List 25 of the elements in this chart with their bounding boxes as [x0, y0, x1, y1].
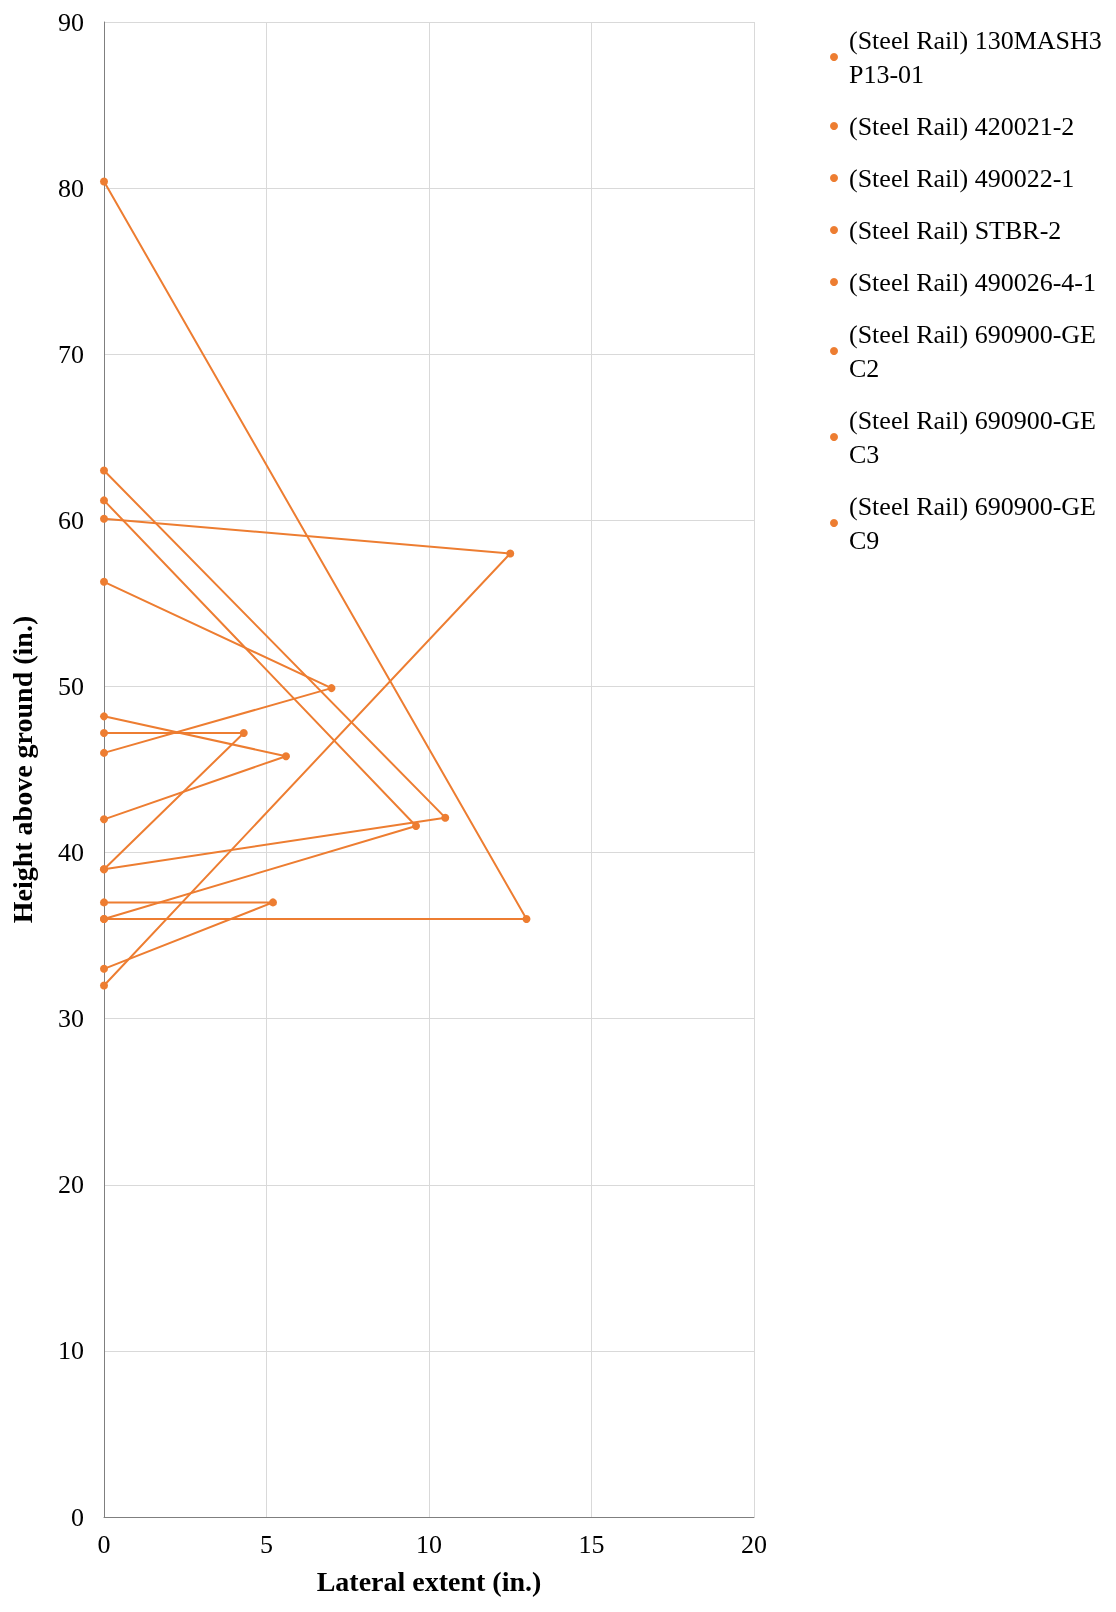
- y-tick-label: 60: [58, 505, 84, 535]
- legend-label: (Steel Rail) 690900-GEC3: [849, 405, 1096, 469]
- x-tick-label: 15: [578, 1529, 605, 1559]
- legend-label: (Steel Rail) 490022-1: [849, 163, 1075, 193]
- y-axis-title: Height above ground (in.): [6, 615, 38, 924]
- y-tick-label: 80: [58, 173, 84, 203]
- x-tick-label: 5: [260, 1529, 273, 1559]
- y-tick-label: 90: [58, 7, 84, 37]
- y-tick-label: 70: [58, 339, 84, 369]
- legend-label: (Steel Rail) 490026-4-1: [849, 267, 1096, 297]
- x-tick-label: 20: [741, 1529, 767, 1559]
- x-axis-title: Lateral extent (in.): [316, 1565, 542, 1597]
- y-tick-label: 0: [71, 1502, 84, 1532]
- y-tick-label: 50: [58, 671, 84, 701]
- y-tick-label: 20: [58, 1170, 84, 1200]
- y-tick-label: 10: [58, 1336, 84, 1366]
- y-tick-label: 30: [58, 1004, 84, 1034]
- x-tick-label: 10: [416, 1529, 442, 1559]
- legend-label: (Steel Rail) 690900-GEC9: [849, 491, 1096, 555]
- x-tick-label: 0: [97, 1529, 111, 1559]
- legend-label: (Steel Rail) STBR-2: [849, 215, 1062, 245]
- y-tick-label: 40: [58, 838, 84, 868]
- legend-label: (Steel Rail) 690900-GEC2: [849, 319, 1096, 383]
- legend-label: (Steel Rail) 130MASH3P13-01: [849, 25, 1102, 89]
- legend-label: (Steel Rail) 420021-2: [849, 111, 1075, 141]
